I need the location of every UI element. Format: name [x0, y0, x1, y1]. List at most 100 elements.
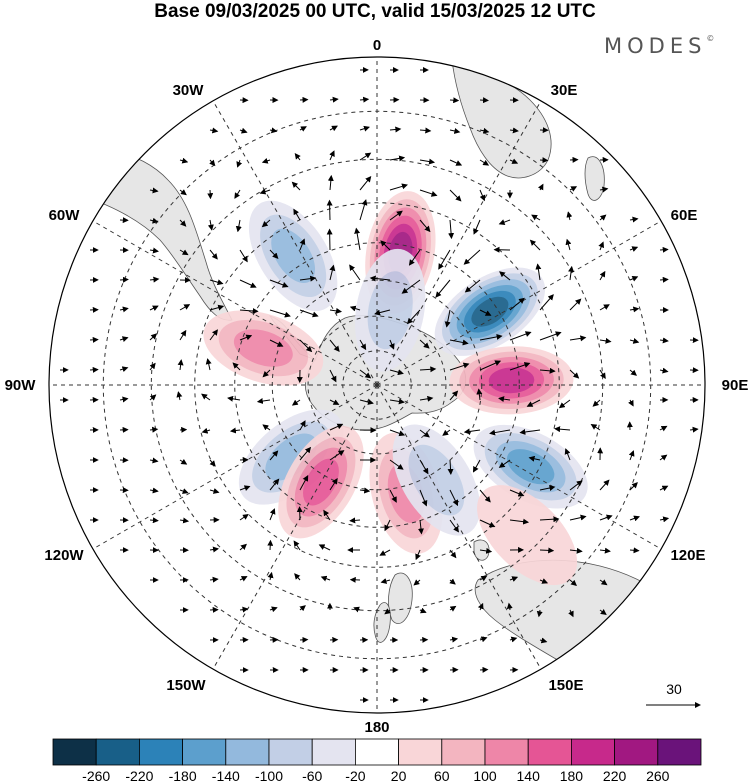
wind-arrow	[359, 339, 367, 351]
wind-arrow	[329, 125, 338, 132]
wind-arrow	[269, 478, 280, 491]
wind-arrow	[659, 337, 669, 344]
wind-arrow	[179, 219, 187, 227]
lon-label-60w: 60W	[49, 207, 81, 224]
wind-arrow	[568, 265, 575, 281]
wind-arrow	[558, 399, 571, 409]
wind-arrow	[629, 338, 640, 344]
wind-arrow	[419, 189, 438, 197]
wind-arrow	[269, 606, 278, 613]
wind-arrow	[389, 369, 404, 376]
wind-arrow	[473, 219, 481, 235]
wind-arrow	[498, 459, 511, 468]
wind-arrow	[239, 485, 251, 491]
wind-arrow	[354, 227, 361, 251]
wind-arrow	[323, 509, 331, 521]
wind-arrow	[592, 399, 601, 407]
wind-arrow	[119, 276, 129, 283]
wind-arrow	[232, 362, 241, 371]
wind-arrow	[389, 183, 408, 191]
wind-arrow	[359, 487, 371, 494]
wind-arrow	[329, 369, 337, 383]
wind-arrow	[535, 263, 542, 281]
colorbar-box	[527, 738, 572, 766]
wind-arrow	[149, 517, 159, 524]
colorbar-tick-label: 60	[434, 768, 450, 783]
wind-arrow	[239, 249, 248, 263]
wind-arrow	[509, 518, 530, 525]
wind-arrow	[269, 339, 284, 347]
wind-arrow	[564, 448, 571, 461]
wind-arrow	[449, 97, 460, 104]
wind-arrow	[419, 395, 434, 402]
wind-arrow	[569, 186, 578, 192]
meridian-line	[212, 384, 378, 670]
anomaly-contour	[506, 449, 555, 485]
wind-vectors	[59, 66, 699, 703]
wind-arrow	[419, 158, 436, 165]
colorbar-tick-label: 100	[473, 768, 497, 783]
wind-arrow	[294, 152, 301, 161]
wind-arrow	[369, 275, 391, 282]
wind-arrow	[329, 96, 339, 103]
wind-arrow	[149, 305, 159, 312]
wind-arrow	[149, 362, 156, 371]
wind-arrow	[149, 457, 159, 464]
wind-arrow	[449, 159, 463, 166]
colorbar-box	[614, 738, 659, 766]
wind-arrow	[659, 425, 668, 432]
wind-arrow	[479, 333, 503, 341]
colorbar-box	[268, 738, 313, 766]
wind-arrow	[329, 478, 338, 491]
wind-arrow	[509, 489, 525, 497]
wind-arrow	[201, 427, 211, 434]
wind-arrow	[509, 576, 519, 582]
wind-arrow	[209, 159, 216, 167]
wind-arrow	[629, 482, 638, 491]
wind-arrow	[539, 294, 554, 311]
colorbar-box	[484, 738, 529, 766]
wind-arrow	[449, 519, 460, 533]
wind-arrow	[227, 395, 241, 402]
wind-arrow	[629, 246, 639, 252]
wind-arrow	[389, 126, 402, 133]
colorbar-box	[571, 738, 616, 766]
africa-landmass	[451, 59, 552, 179]
wind-arrow	[149, 487, 159, 494]
anomaly-center-9	[238, 409, 344, 505]
wind-arrow	[449, 189, 462, 202]
wind-arrow	[598, 241, 605, 251]
wind-arrow	[449, 605, 457, 612]
anomaly-center-2	[449, 346, 574, 415]
wind-arrow	[262, 424, 271, 431]
wind-arrow	[291, 399, 301, 406]
wind-arrow	[209, 127, 219, 134]
wind-arrow	[529, 239, 541, 251]
wind-arrow	[291, 181, 301, 191]
wind-arrow	[599, 609, 607, 615]
wind-arrow	[628, 450, 635, 461]
wind-arrow	[629, 515, 640, 522]
reference-vector-label: 30	[666, 681, 682, 697]
wind-arrow	[299, 446, 312, 461]
wind-arrow	[384, 608, 391, 615]
wind-arrow	[479, 519, 496, 528]
colorbar: -260 -220 -180 -140 -100 -60 -20 20 60 100 140 180 2…	[52, 738, 702, 783]
wind-arrow	[599, 337, 612, 344]
wind-arrow	[417, 519, 424, 535]
wind-arrow	[599, 479, 610, 491]
wind-arrow	[659, 516, 670, 523]
height-anomaly-shading	[203, 191, 588, 586]
wind-arrow	[539, 637, 548, 644]
colorbar-box	[138, 738, 183, 766]
wind-arrow	[209, 249, 218, 260]
wind-arrow	[526, 399, 541, 407]
wind-arrow	[531, 214, 541, 221]
wind-arrow	[489, 429, 511, 436]
wind-arrow	[599, 514, 613, 521]
meridian-line	[376, 100, 542, 386]
wind-arrow	[659, 367, 669, 374]
wind-arrow	[479, 360, 502, 371]
wind-arrow	[659, 246, 669, 253]
